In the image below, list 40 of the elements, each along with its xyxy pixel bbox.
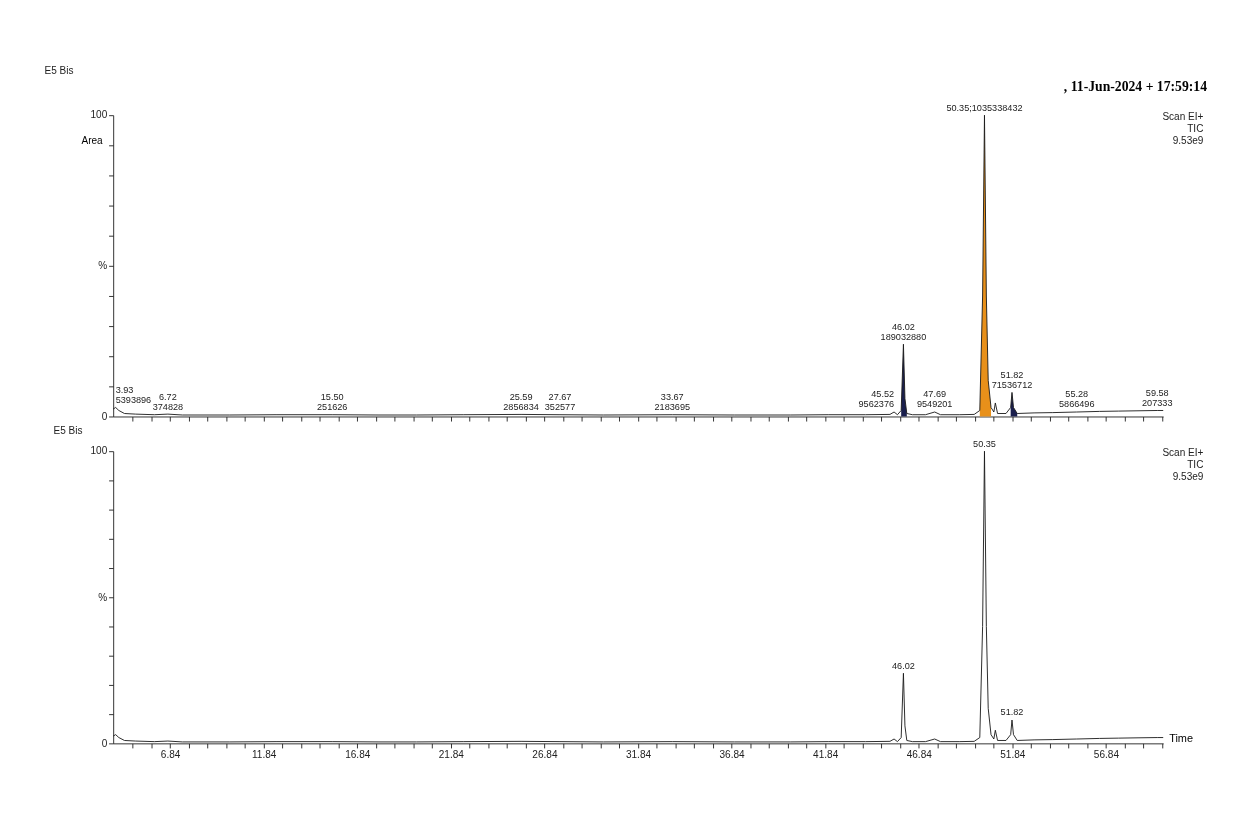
y-tick-label: % [98, 591, 108, 603]
x-tick-label: 11.84 [251, 749, 277, 761]
y-tick-label: 0 [101, 737, 108, 749]
y-tick-label: 0 [101, 410, 108, 422]
y-tick-label: % [98, 260, 108, 272]
x-axis-title: Time [1169, 732, 1194, 745]
x-tick-label: 36.84 [719, 749, 746, 761]
x-tick-label: 41.84 [813, 749, 839, 761]
annotation: 50.35;1035338432 [946, 102, 1023, 113]
annotation: 47.69 9549201 [916, 389, 953, 410]
annotation: 6.72 374828 [152, 391, 184, 412]
annotation: 15.50 251626 [316, 392, 348, 413]
annotation: 3.93 5393896 [115, 384, 152, 405]
x-tick-label: 26.84 [532, 749, 558, 761]
x-tick-label: 31.84 [625, 749, 652, 761]
annotation: 59.58 207333 [1142, 387, 1173, 408]
x-tick-label: 21.84 [438, 749, 465, 761]
annotation: 51.82 [1000, 707, 1024, 718]
annotation: 46.02 189032880 [880, 321, 927, 342]
x-tick-label: 51.84 [1000, 749, 1026, 761]
annotation: Scan EI+ TIC 9.53e9 [1162, 446, 1204, 482]
y-axis-title: Area [81, 134, 104, 146]
annotation: Scan EI+ TIC 9.53e9 [1162, 110, 1204, 146]
annotation: 51.82 71536712 [991, 369, 1033, 390]
chart-title: E5 Bis [53, 424, 83, 436]
x-tick-label: 56.84 [1093, 749, 1120, 761]
annotation: 33.67 2183695 [654, 392, 691, 413]
y-tick-label: 100 [90, 109, 108, 121]
annotation: 45.52 9562376 [858, 389, 895, 410]
annotation: 50.35 [973, 438, 996, 449]
y-tick-label: 100 [90, 445, 108, 457]
annotation: 27.67 352577 [544, 392, 576, 413]
x-tick-label: 16.84 [345, 749, 371, 761]
annotation: 25.59 2856834 [503, 391, 539, 412]
chart-title: E5 Bis [44, 65, 74, 77]
x-tick-label: 46.84 [906, 749, 933, 761]
text: , 11-Jun-2024 + 17:59:14 [1063, 78, 1208, 94]
annotation: 46.02 [892, 660, 915, 671]
x-tick-label: 6.84 [160, 749, 181, 761]
annotation: 55.28 5866496 [1058, 389, 1095, 410]
